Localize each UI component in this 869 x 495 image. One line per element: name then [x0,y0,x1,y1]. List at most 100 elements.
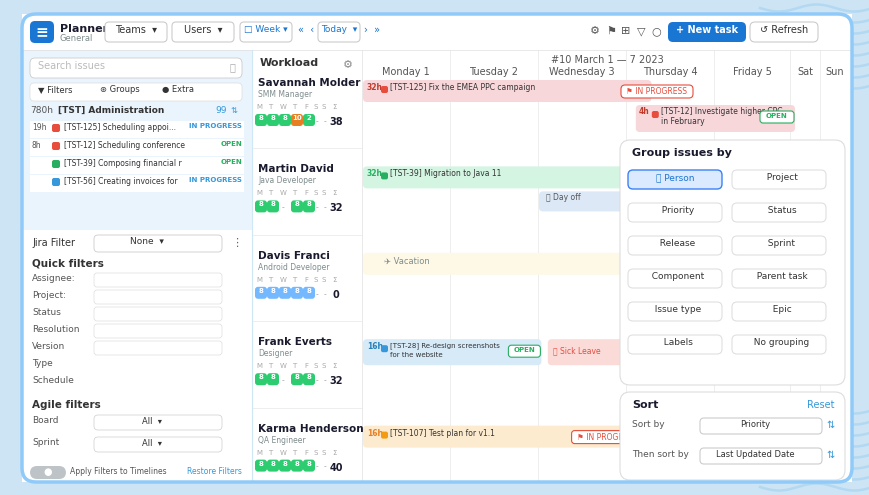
Text: F: F [303,104,308,110]
Text: Σ: Σ [332,191,336,197]
Text: ⇅: ⇅ [231,106,238,115]
FancyBboxPatch shape [302,373,315,385]
Text: Σ: Σ [332,277,336,283]
Text: ≡: ≡ [36,25,49,40]
Text: Status: Status [32,308,61,317]
Text: #10 March 1 — 7 2023: #10 March 1 — 7 2023 [550,55,662,65]
FancyBboxPatch shape [731,302,825,321]
Text: [TST-56] Creating invoices for: [TST-56] Creating invoices for [64,177,177,186]
Text: ● Extra: ● Extra [162,85,194,94]
FancyBboxPatch shape [381,86,388,93]
Text: S: S [322,363,326,369]
Text: 8: 8 [295,374,299,380]
Text: ●: ● [43,467,52,477]
FancyBboxPatch shape [52,160,60,168]
Text: All  ▾: All ▾ [142,417,162,426]
Text: + New task: + New task [675,25,737,35]
Text: 8: 8 [258,461,263,467]
Text: 8: 8 [270,374,275,380]
Text: T: T [292,191,296,197]
FancyBboxPatch shape [627,236,721,255]
Text: Σ: Σ [332,104,336,110]
Text: ↺ Refresh: ↺ Refresh [759,25,807,35]
FancyBboxPatch shape [255,287,267,299]
Text: ⚙: ⚙ [342,60,353,70]
FancyBboxPatch shape [660,432,668,439]
FancyBboxPatch shape [255,459,267,472]
Text: 24h: 24h [647,429,663,438]
Text: T: T [268,363,272,369]
Text: 16h: 16h [367,429,382,438]
FancyBboxPatch shape [94,341,222,355]
Text: T: T [292,104,296,110]
FancyBboxPatch shape [52,124,60,132]
Text: 8: 8 [270,461,275,467]
FancyBboxPatch shape [362,339,541,365]
Text: W: W [280,191,287,197]
Text: S: S [314,277,318,283]
Text: Designer: Designer [258,349,292,358]
Text: ⚑ IN PROGRESS: ⚑ IN PROGRESS [576,433,637,442]
Text: 🔍: 🔍 [229,62,235,72]
FancyBboxPatch shape [731,170,825,189]
FancyBboxPatch shape [30,21,54,43]
Text: -: - [323,463,326,472]
Text: ⊞: ⊞ [620,26,630,36]
FancyBboxPatch shape [627,335,721,354]
Text: -: - [282,203,284,212]
Text: Android Developer: Android Developer [258,263,329,272]
FancyBboxPatch shape [279,114,290,126]
Text: Users  ▾: Users ▾ [183,25,222,35]
Text: «  ‹: « ‹ [298,25,314,35]
Text: 8: 8 [282,115,287,121]
Text: 8: 8 [270,288,275,294]
Text: -: - [323,376,326,385]
Text: F: F [303,363,308,369]
FancyBboxPatch shape [627,170,721,189]
FancyBboxPatch shape [94,273,222,287]
Text: M: M [255,449,262,455]
Text: Resolution: Resolution [32,325,79,334]
FancyBboxPatch shape [749,22,817,42]
Text: Sprint: Sprint [761,239,794,248]
Text: [TST-28] Re-design screenshots: [TST-28] Re-design screenshots [389,342,500,349]
Text: Sort: Sort [631,400,658,410]
Text: ✈ Vacation: ✈ Vacation [383,257,429,266]
FancyBboxPatch shape [731,236,825,255]
Text: Restore Filters: Restore Filters [187,467,242,476]
Text: SMM Manager: SMM Manager [258,90,312,99]
FancyBboxPatch shape [290,287,302,299]
Bar [252,50,362,482]
Text: 8: 8 [258,115,263,121]
FancyBboxPatch shape [105,22,167,42]
Text: Assignee:: Assignee: [32,274,76,283]
FancyBboxPatch shape [644,426,794,447]
Text: -: - [315,290,318,299]
Text: Teams  ▾: Teams ▾ [115,25,156,35]
Text: Epic: Epic [766,305,791,314]
FancyBboxPatch shape [94,437,222,452]
FancyBboxPatch shape [539,192,624,211]
Text: 🩺 Sick Leave: 🩺 Sick Leave [552,346,600,355]
Text: in February: in February [660,117,704,126]
Text: S: S [314,191,318,197]
Text: ⚑ IN PROGRESS: ⚑ IN PROGRESS [626,87,687,96]
FancyBboxPatch shape [627,302,721,321]
Text: 40: 40 [328,463,342,473]
Text: Jira Filter: Jira Filter [32,238,75,248]
Text: S: S [322,191,326,197]
Text: Quick filters: Quick filters [32,258,103,268]
FancyBboxPatch shape [731,335,825,354]
FancyBboxPatch shape [52,142,60,150]
Text: T: T [268,277,272,283]
Text: 8: 8 [306,461,311,467]
Text: Planner: Planner [60,24,108,34]
Text: F: F [303,449,308,455]
Text: None  ▾: None ▾ [129,237,163,246]
FancyBboxPatch shape [267,373,279,385]
Text: ⇅: ⇅ [826,420,834,430]
FancyBboxPatch shape [507,345,540,357]
Text: 32: 32 [328,203,342,213]
Text: 8: 8 [258,374,263,380]
Bar [22,14,851,50]
